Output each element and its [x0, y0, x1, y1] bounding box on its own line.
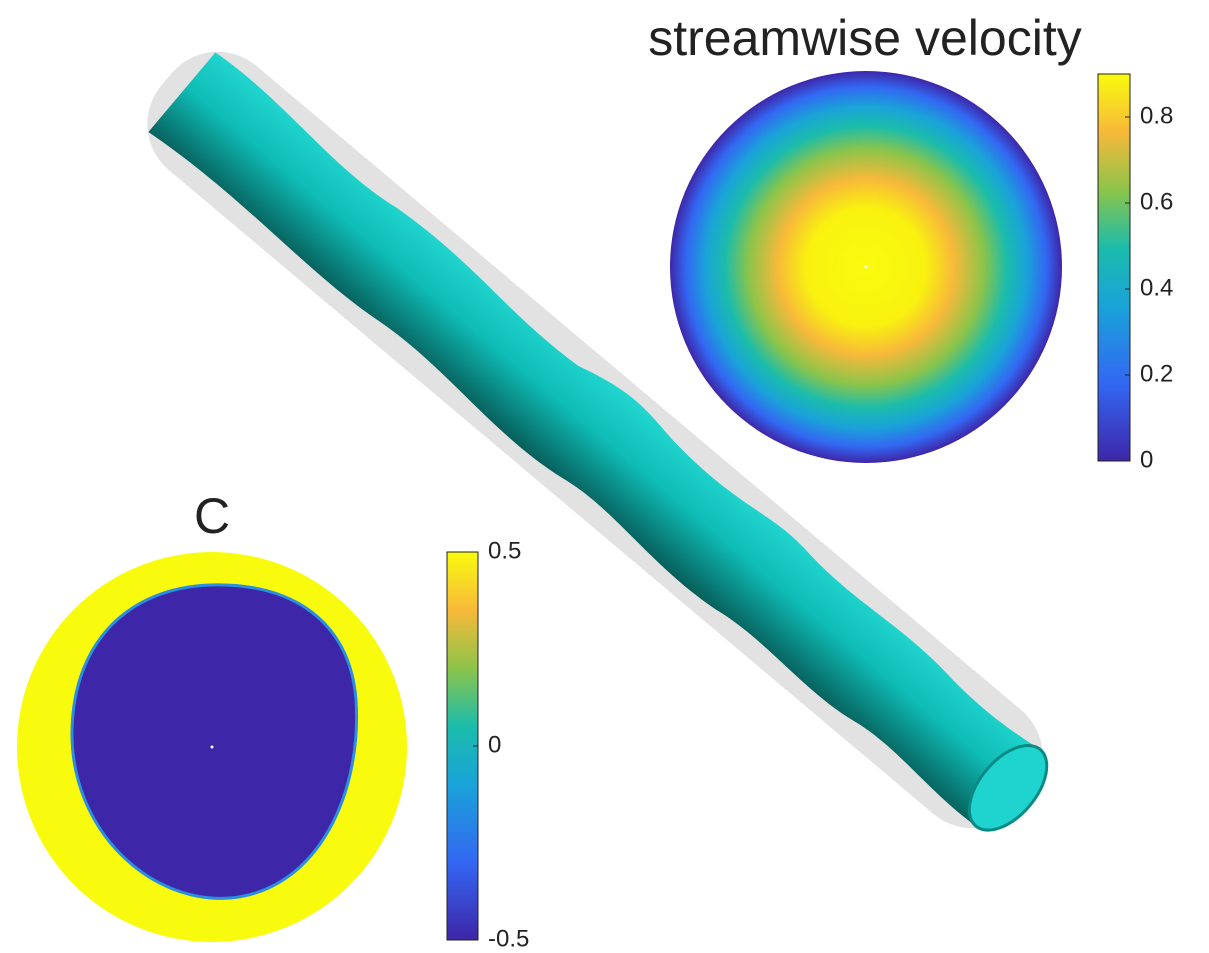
- colorbar-tick-label: 0.6: [1140, 188, 1173, 215]
- colorbar-tick-label: 0.8: [1140, 102, 1173, 129]
- colorbar-tick-label: 0: [488, 731, 501, 758]
- colorbar-tick-label: 0.5: [488, 537, 521, 564]
- center-dot: [211, 746, 214, 749]
- panel-title: streamwise velocity: [648, 10, 1081, 66]
- colorbar-tick-label: 0.4: [1140, 274, 1173, 301]
- center-dot: [865, 266, 868, 269]
- panel-title: C: [194, 488, 230, 544]
- colorbar-tick-label: -0.5: [488, 925, 529, 952]
- figure: streamwise velocity C 0 0.2 0.4 0.6 0.8 -0.5 0…: [0, 0, 1209, 953]
- colorbar-tick-label: 0: [1140, 446, 1153, 473]
- colorbar: [1098, 74, 1130, 461]
- colorbar-tick-label: 0.2: [1140, 360, 1173, 387]
